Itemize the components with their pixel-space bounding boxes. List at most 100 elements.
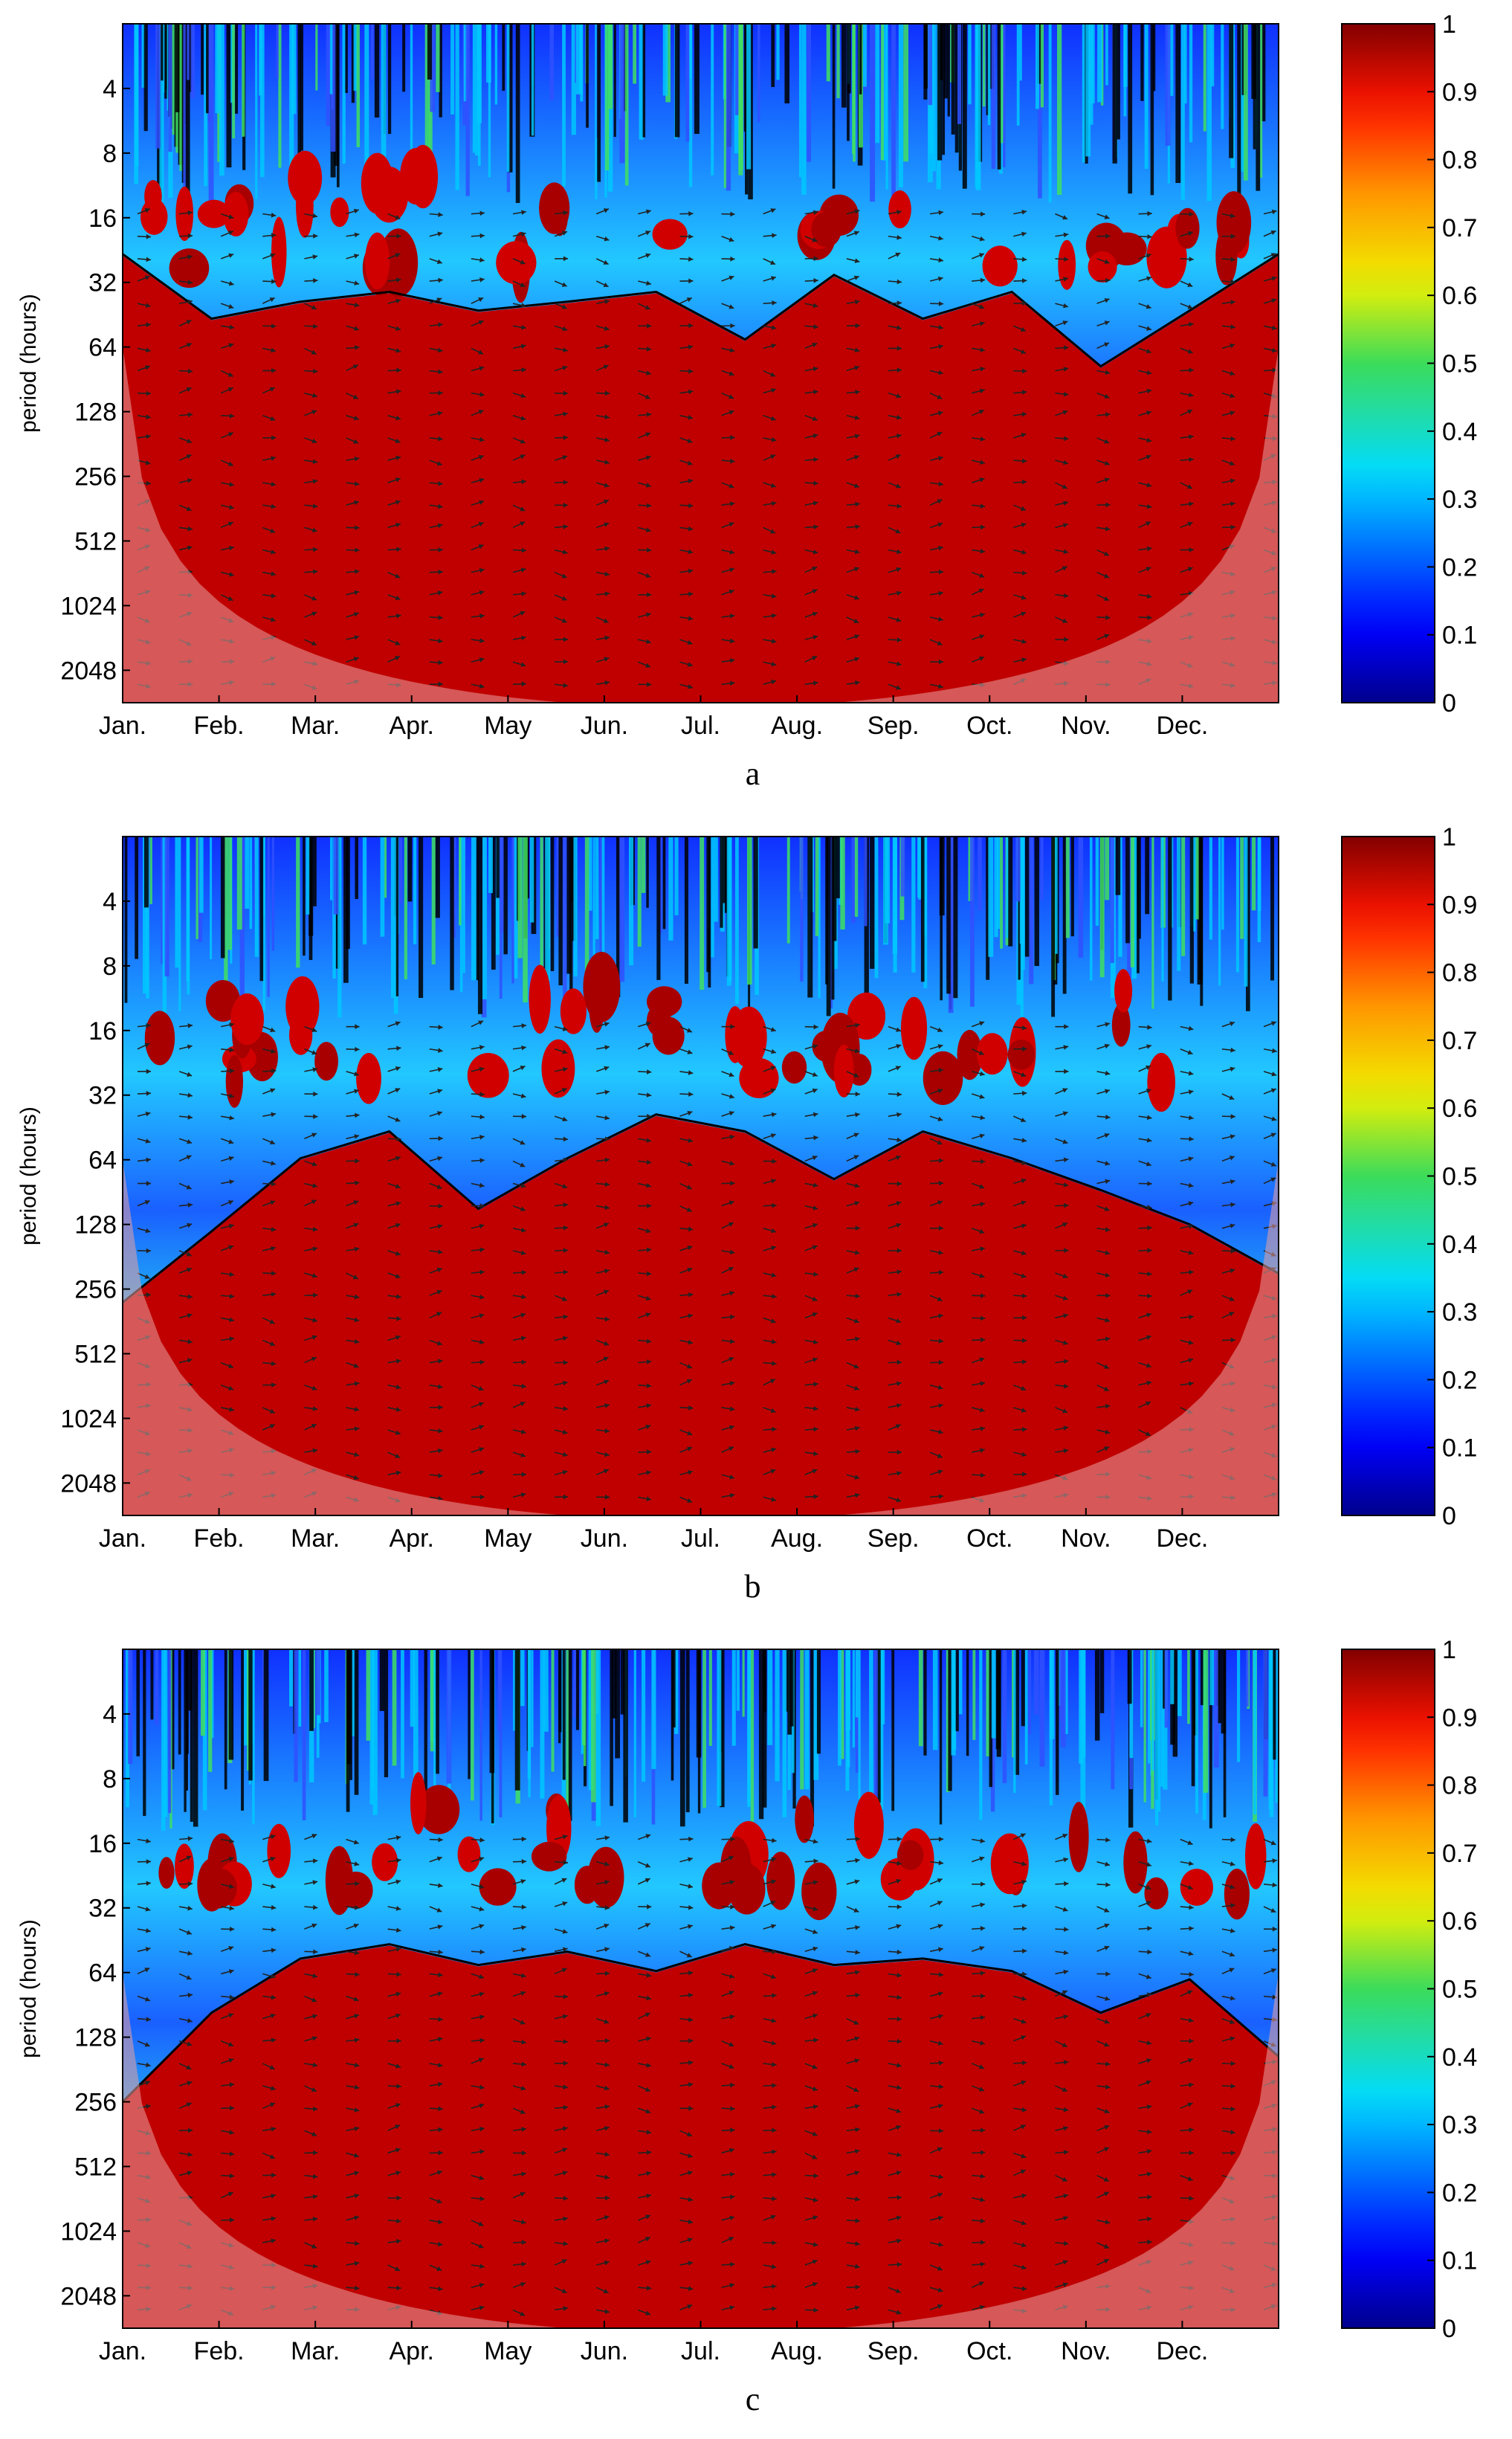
phase-arrow-head (146, 233, 151, 239)
y-tick-label: 1024 (60, 2217, 117, 2246)
x-tick-label: Jun. (581, 1524, 628, 1553)
noise-stripe (1144, 24, 1148, 170)
phase-arrow-head (353, 1475, 359, 1481)
phase-arrow-head (644, 2087, 650, 2092)
phase-arrow-head (1021, 1359, 1027, 1365)
phase-arrow-head (186, 1155, 192, 1160)
phase-arrow-head (645, 1228, 651, 1234)
noise-stripe (1168, 837, 1172, 1001)
phase-arrow-head (645, 2109, 651, 2114)
phase-arrow-head (604, 1452, 610, 1457)
phase-arrow-head (313, 2150, 318, 2156)
phase-arrow-head (686, 2132, 692, 2137)
phase-arrow-head (1188, 1250, 1194, 1255)
coherence-blob (230, 993, 265, 1045)
coherence-blob (702, 1862, 737, 1910)
noise-stripe (528, 1649, 531, 1798)
phase-arrow-head (479, 638, 485, 643)
phase-arrow-head (813, 457, 818, 463)
phase-arrow-head (1146, 1312, 1151, 1318)
phase-arrow-head (145, 1228, 151, 1234)
phase-arrow-head (980, 1472, 986, 1478)
phase-arrow-head (395, 2266, 401, 2272)
phase-arrow-head (728, 304, 734, 309)
cone-of-influence (123, 837, 1279, 1515)
phase-arrow-head (1103, 1386, 1109, 1391)
noise-stripe (989, 1649, 993, 1788)
phase-arrow-head (396, 1294, 401, 1299)
phase-arrow-head (1230, 410, 1235, 416)
noise-stripe (623, 24, 627, 112)
noise-stripe (476, 837, 479, 981)
y-tick-label: 8 (103, 140, 117, 168)
phase-arrow-head (1021, 2242, 1027, 2248)
noise-stripe (168, 1649, 172, 1814)
phase-arrow-head (311, 2036, 317, 2041)
phase-arrow-head (1021, 1160, 1027, 1166)
phase-arrow-head (688, 1138, 694, 1143)
noise-stripe (573, 1649, 577, 1718)
phase-arrow-head (563, 435, 569, 440)
noise-stripe (545, 837, 549, 995)
phase-arrow-head (269, 2064, 275, 2070)
phase-arrow-head (812, 2242, 818, 2247)
noise-stripe (639, 24, 644, 140)
phase-arrow-head (229, 1994, 235, 2000)
noise-stripe (789, 1649, 794, 1727)
phase-arrow-head (853, 1364, 859, 1369)
phase-arrow-head (771, 1246, 776, 1251)
noise-stripe (917, 837, 922, 898)
noise-stripe (369, 1649, 373, 1805)
noise-stripe (351, 24, 355, 103)
noise-stripe (1229, 24, 1234, 158)
phase-arrow-head (854, 1250, 860, 1255)
phase-arrow-head (1104, 1945, 1110, 1950)
phase-arrow-head (1189, 2127, 1194, 2133)
y-tick-label: 2048 (60, 2282, 117, 2310)
phase-arrow-head (436, 297, 442, 303)
phase-arrow-head (604, 1971, 610, 1976)
y-tick-label: 4 (103, 75, 117, 103)
phase-arrow-head (313, 547, 318, 552)
phase-arrow-head (355, 1158, 360, 1164)
noise-stripe (566, 837, 572, 974)
phase-arrow-head (937, 2266, 943, 2271)
phase-arrow-head (353, 1200, 359, 1205)
x-tick-label: Nov. (1061, 712, 1111, 740)
phase-arrow-head (437, 2081, 443, 2087)
phase-arrow-head (729, 613, 735, 619)
noise-stripe (986, 837, 990, 980)
phase-arrow-head (270, 253, 276, 258)
phase-arrow-head (311, 349, 317, 355)
phase-arrow-head (1021, 1223, 1027, 1229)
noise-stripe (1143, 1649, 1146, 1802)
phase-arrow-head (312, 1880, 318, 1885)
noise-stripe (162, 837, 167, 1014)
y-tick-label: 8 (103, 1765, 117, 1794)
phase-arrow-head (646, 280, 651, 286)
phase-arrow-head (1062, 1139, 1068, 1144)
phase-arrow-head (813, 680, 818, 686)
phase-arrow-head (521, 591, 526, 596)
phase-arrow-head (728, 1855, 734, 1860)
phase-arrow-head (479, 1470, 485, 1475)
noise-stripe (329, 24, 333, 94)
phase-arrow-head (896, 1359, 902, 1365)
phase-arrow-head (603, 618, 609, 623)
phase-arrow-head (979, 2109, 985, 2114)
coherence-blob (731, 1006, 767, 1069)
phase-arrow-head (1063, 2060, 1069, 2065)
phase-arrow-head (772, 2306, 777, 2312)
phase-arrow-head (1230, 1337, 1235, 1343)
phase-arrow-head (521, 2261, 526, 2267)
phase-arrow-head (1146, 593, 1152, 599)
phase-arrow-head (896, 325, 902, 330)
phase-arrow-head (146, 1069, 151, 1074)
phase-arrow-head (395, 298, 401, 304)
phase-arrow-head (645, 2310, 651, 2316)
phase-arrow-head (479, 1247, 485, 1253)
phase-arrow-head (1021, 1452, 1027, 1457)
phase-arrow-head (728, 2063, 734, 2069)
phase-arrow-head (187, 1313, 193, 1318)
phase-arrow-head (521, 1383, 526, 1389)
